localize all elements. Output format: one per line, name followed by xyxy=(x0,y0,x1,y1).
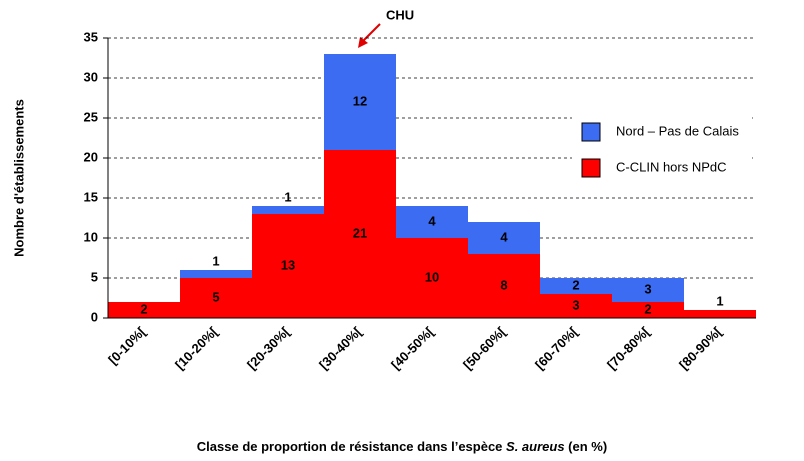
bar-segment xyxy=(612,302,684,318)
x-tick-label: [40-50%[ xyxy=(388,323,437,372)
legend-swatch xyxy=(581,122,601,142)
legend-label: Nord – Pas de Calais xyxy=(616,123,739,138)
bar-segment xyxy=(324,54,396,150)
bar-segment xyxy=(396,206,468,238)
bar-segment xyxy=(180,270,252,278)
data-label: 3 xyxy=(572,297,579,312)
bar-segment xyxy=(468,254,540,318)
x-tick-label: [70-80%[ xyxy=(604,323,653,372)
x-axis-label: Classe de proportion de résistance dans … xyxy=(197,439,607,454)
bar-segment xyxy=(540,294,612,318)
bar-segment xyxy=(252,214,324,318)
data-label: 2 xyxy=(644,301,651,316)
y-tick-label: 35 xyxy=(84,29,98,44)
y-axis-label: Nombre d'établissements xyxy=(11,99,26,257)
legend-box xyxy=(572,112,752,186)
x-tick-label: [10-20%[ xyxy=(172,323,221,372)
y-tick-label: 25 xyxy=(84,109,98,124)
data-label: 13 xyxy=(281,257,295,272)
data-label: 1 xyxy=(212,253,219,268)
data-label: 3 xyxy=(644,281,651,296)
x-tick-label: [50-60%[ xyxy=(460,323,509,372)
x-tick-label: [20-30%[ xyxy=(244,323,293,372)
data-label: 12 xyxy=(353,93,367,108)
y-tick-label: 30 xyxy=(84,69,98,84)
annotation: CHU xyxy=(386,7,414,22)
data-label: 8 xyxy=(500,277,507,292)
y-tick-label: 10 xyxy=(84,229,98,244)
data-label: 21 xyxy=(353,225,367,240)
y-tick-label: 5 xyxy=(91,269,98,284)
data-label: 1 xyxy=(284,189,291,204)
bar-segment xyxy=(180,278,252,318)
data-label: 5 xyxy=(212,289,219,304)
x-tick-label: [60-70%[ xyxy=(532,323,581,372)
bar-segment xyxy=(252,206,324,214)
bar-segment xyxy=(108,302,180,318)
bar-segment xyxy=(540,278,612,294)
legend-label: C-CLIN hors NPdC xyxy=(616,159,727,174)
legend-swatch xyxy=(581,158,601,178)
bar-segment xyxy=(612,278,684,302)
data-label: 10 xyxy=(425,269,439,284)
y-tick-label: 20 xyxy=(84,149,98,164)
bar-segment xyxy=(468,222,540,254)
x-tick-label: [80-90%[ xyxy=(676,323,725,372)
bar-segment xyxy=(324,150,396,318)
data-label: 2 xyxy=(572,277,579,292)
x-tick-label: [0-10%[ xyxy=(105,323,149,367)
data-label: 2 xyxy=(140,301,147,316)
bar-segment xyxy=(396,238,468,318)
data-label: 1 xyxy=(716,293,723,308)
data-label: 4 xyxy=(428,213,436,228)
data-label: 4 xyxy=(500,229,508,244)
bar-segment xyxy=(684,310,756,318)
y-tick-label: 15 xyxy=(84,189,98,204)
x-tick-label: [30-40%[ xyxy=(316,323,365,372)
annotation-arrowhead xyxy=(358,37,368,48)
y-tick-label: 0 xyxy=(91,309,98,324)
annotation-arrow xyxy=(361,23,381,43)
